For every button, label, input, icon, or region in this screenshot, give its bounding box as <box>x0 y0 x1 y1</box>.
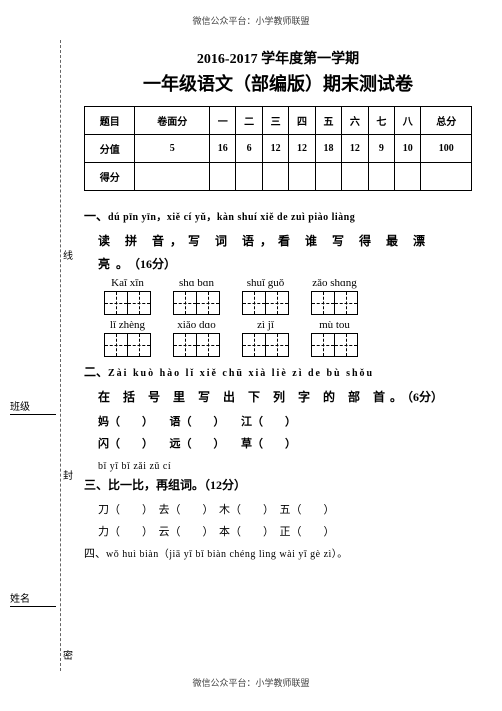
grid-row-2: lǐ zhèng xiǎo dɑo zì jǐ mù tou <box>104 319 472 357</box>
main-content: 2016-2017 学年度第一学期 一年级语文（部编版）期末测试卷 题目 卷面分… <box>84 48 472 563</box>
section-pinyin: dú pīn yīn，xiě cí yǔ，kàn shuí xiě de zuì… <box>108 212 355 223</box>
char-grid-block: shɑ bɑn <box>173 277 220 315</box>
table-row: 题目 卷面分 一 二 三 四 五 六 七 八 总分 <box>85 107 472 135</box>
title-line-2: 一年级语文（部编版）期末测试卷 <box>84 70 472 96</box>
section-1-text: 读 拼 音，写 词 语，看 谁 写 得 最 漂 亮。（16分） <box>98 230 472 276</box>
side-label-mi: 密 <box>59 650 74 660</box>
grid-row-1: Kaī xīn shɑ bɑn shuǐ guǒ zǎo shɑng <box>104 277 472 315</box>
section-1: 一、dú pīn yīn，xiě cí yǔ，kàn shuí xiě de z… <box>84 205 472 228</box>
side-label-xian: 线 <box>59 250 74 260</box>
side-field-name: 姓名 <box>10 590 56 607</box>
section-2-text: 在 括 号 里 写 出 下 列 字 的 部 首。（6分） <box>98 386 472 409</box>
char-grid-block: lǐ zhèng <box>104 319 151 357</box>
char-grid-block: mù tou <box>311 319 358 357</box>
section-2-items-2: 闪（ ） 远（ ） 草（ ） <box>98 433 472 455</box>
score-table: 题目 卷面分 一 二 三 四 五 六 七 八 总分 分值 5 16 6 12 1… <box>84 106 472 191</box>
section-number: 一、 <box>84 209 108 223</box>
table-row: 分值 5 16 6 12 12 18 12 9 10 100 <box>85 135 472 163</box>
section-3-title: 三、比一比，再组词。（12分） <box>84 474 472 497</box>
section-2-items-1: 妈（ ） 语（ ） 江（ ） <box>98 411 472 433</box>
section-number: 二、 <box>84 365 108 379</box>
char-grid-block: shuǐ guǒ <box>242 277 289 315</box>
title-line-1: 2016-2017 学年度第一学期 <box>84 48 472 68</box>
section-2: 二、Zài kuò hào lǐ xiě chū xià liè zì de b… <box>84 361 472 384</box>
char-grid-block: zì jǐ <box>242 319 289 357</box>
section-3-items-1: 刀（ ） 去（ ） 木（ ） 五（ ） <box>98 499 472 521</box>
section-pinyin: Zài kuò hào lǐ xiě chū xià liè zì de bù … <box>108 368 374 379</box>
char-grid-block: zǎo shɑng <box>311 277 358 315</box>
char-grid-block: xiǎo dɑo <box>173 319 220 357</box>
table-row: 得分 <box>85 163 472 191</box>
side-label-feng: 封 <box>59 470 74 480</box>
side-field-class: 班级 <box>10 398 56 415</box>
side-margin: 线 封 密 班级 姓名 <box>8 0 78 711</box>
section-3-pinyin: bǐ yī bǐ zǎi zǔ cí <box>98 461 472 472</box>
char-grid-block: Kaī xīn <box>104 277 151 315</box>
section-3-items-2: 力（ ） 云（ ） 本（ ） 正（ ） <box>98 521 472 543</box>
section-4: 四、wǒ huì biàn（jiā yī bǐ biàn chéng lìng … <box>84 545 472 561</box>
